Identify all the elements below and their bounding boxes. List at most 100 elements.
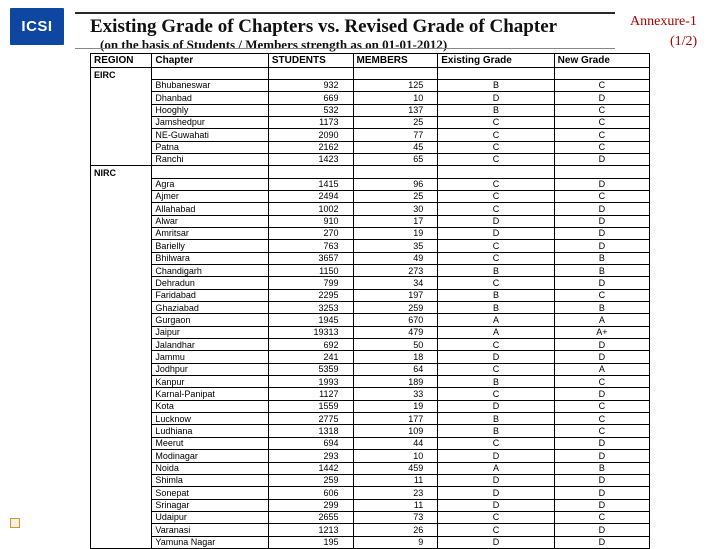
cell-chapter: Patna bbox=[152, 141, 268, 153]
region-header-row: NIRC bbox=[91, 166, 650, 178]
cell-students: 1559 bbox=[268, 400, 353, 412]
table-row: Kanpur1993189BC bbox=[91, 376, 650, 388]
table-row: Chandigarh1150273BB bbox=[91, 265, 650, 277]
cell-existing-grade: C bbox=[438, 437, 554, 449]
cell-students: 932 bbox=[268, 79, 353, 91]
cell-new-grade: D bbox=[554, 437, 649, 449]
table-row: Agra141596CD bbox=[91, 178, 650, 190]
cell-existing-grade: C bbox=[438, 363, 554, 375]
cell-students: 5359 bbox=[268, 363, 353, 375]
cell-new-grade: C bbox=[554, 190, 649, 202]
cell-members: 26 bbox=[353, 524, 438, 536]
cell-chapter: Ranchi bbox=[152, 153, 268, 165]
cell-existing-grade: A bbox=[438, 326, 554, 338]
cell-chapter: Meerut bbox=[152, 437, 268, 449]
cell-members: 19 bbox=[353, 227, 438, 239]
cell-existing-grade: D bbox=[438, 227, 554, 239]
cell-chapter: Sonepat bbox=[152, 487, 268, 499]
cell-members: 11 bbox=[353, 499, 438, 511]
cell-new-grade: D bbox=[554, 524, 649, 536]
region-name: EIRC bbox=[91, 67, 152, 166]
cell-members: 96 bbox=[353, 178, 438, 190]
rule-top bbox=[75, 12, 615, 14]
cell-students: 1993 bbox=[268, 376, 353, 388]
logo: ICSI bbox=[10, 8, 64, 45]
logo-text: ICSI bbox=[21, 18, 52, 35]
cell-existing-grade: C bbox=[438, 178, 554, 190]
empty-cell bbox=[268, 67, 353, 79]
cell-chapter: Ghaziabad bbox=[152, 302, 268, 314]
table-row: Jodhpur535964CA bbox=[91, 363, 650, 375]
cell-members: 18 bbox=[353, 351, 438, 363]
cell-members: 125 bbox=[353, 79, 438, 91]
cell-new-grade: D bbox=[554, 536, 649, 548]
table-row: Dehradun79934CD bbox=[91, 277, 650, 289]
table-row: Shimla25911DD bbox=[91, 474, 650, 486]
cell-chapter: Dehradun bbox=[152, 277, 268, 289]
cell-students: 799 bbox=[268, 277, 353, 289]
cell-new-grade: C bbox=[554, 141, 649, 153]
cell-new-grade: D bbox=[554, 92, 649, 104]
cell-students: 532 bbox=[268, 104, 353, 116]
cell-students: 2295 bbox=[268, 289, 353, 301]
cell-students: 1127 bbox=[268, 388, 353, 400]
grades-table: REGION Chapter STUDENTS MEMBERS Existing… bbox=[90, 53, 650, 549]
cell-new-grade: C bbox=[554, 104, 649, 116]
table-row: Ghaziabad3253259BB bbox=[91, 302, 650, 314]
cell-new-grade: C bbox=[554, 425, 649, 437]
page-subtitle: (on the basis of Students / Members stre… bbox=[100, 37, 447, 53]
cell-members: 17 bbox=[353, 215, 438, 227]
cell-chapter: Bhubaneswar bbox=[152, 79, 268, 91]
cell-new-grade: D bbox=[554, 240, 649, 252]
empty-cell bbox=[152, 166, 268, 178]
annexure-label: Annexure-1 bbox=[630, 14, 697, 30]
cell-chapter: Gurgaon bbox=[152, 314, 268, 326]
cell-chapter: Yamuna Nagar bbox=[152, 536, 268, 548]
col-chapter: Chapter bbox=[152, 54, 268, 68]
cell-existing-grade: A bbox=[438, 462, 554, 474]
cell-chapter: Amritsar bbox=[152, 227, 268, 239]
cell-existing-grade: C bbox=[438, 277, 554, 289]
cell-students: 606 bbox=[268, 487, 353, 499]
page-title: Existing Grade of Chapters vs. Revised G… bbox=[90, 16, 557, 38]
table-row: Barielly76335CD bbox=[91, 240, 650, 252]
cell-chapter: Udaipur bbox=[152, 511, 268, 523]
cell-members: 49 bbox=[353, 252, 438, 264]
cell-existing-grade: C bbox=[438, 129, 554, 141]
cell-students: 1173 bbox=[268, 116, 353, 128]
cell-members: 273 bbox=[353, 265, 438, 277]
cell-students: 1150 bbox=[268, 265, 353, 277]
cell-new-grade: D bbox=[554, 227, 649, 239]
col-students: STUDENTS bbox=[268, 54, 353, 68]
cell-new-grade: D bbox=[554, 153, 649, 165]
cell-students: 241 bbox=[268, 351, 353, 363]
cell-members: 137 bbox=[353, 104, 438, 116]
col-new-grade: New Grade bbox=[554, 54, 649, 68]
cell-members: 33 bbox=[353, 388, 438, 400]
cell-existing-grade: D bbox=[438, 474, 554, 486]
table-row: Gurgaon1945670AA bbox=[91, 314, 650, 326]
cell-existing-grade: D bbox=[438, 400, 554, 412]
cell-chapter: Noida bbox=[152, 462, 268, 474]
table-row: Jaipur19313479AA+ bbox=[91, 326, 650, 338]
cell-chapter: Chandigarh bbox=[152, 265, 268, 277]
cell-students: 195 bbox=[268, 536, 353, 548]
empty-cell bbox=[438, 67, 554, 79]
cell-existing-grade: C bbox=[438, 190, 554, 202]
cell-new-grade: A+ bbox=[554, 326, 649, 338]
cell-chapter: Faridabad bbox=[152, 289, 268, 301]
cell-existing-grade: C bbox=[438, 511, 554, 523]
cell-new-grade: C bbox=[554, 289, 649, 301]
col-members: MEMBERS bbox=[353, 54, 438, 68]
table-row: Ajmer249425CC bbox=[91, 190, 650, 202]
table-row: Amritsar27019DD bbox=[91, 227, 650, 239]
cell-students: 2775 bbox=[268, 413, 353, 425]
cell-chapter: Modinagar bbox=[152, 450, 268, 462]
cell-members: 35 bbox=[353, 240, 438, 252]
cell-chapter: Alwar bbox=[152, 215, 268, 227]
table-row: Hooghly532137BC bbox=[91, 104, 650, 116]
cell-existing-grade: D bbox=[438, 351, 554, 363]
cell-chapter: Allahabad bbox=[152, 203, 268, 215]
cell-members: 50 bbox=[353, 339, 438, 351]
rule-bottom bbox=[75, 48, 615, 49]
